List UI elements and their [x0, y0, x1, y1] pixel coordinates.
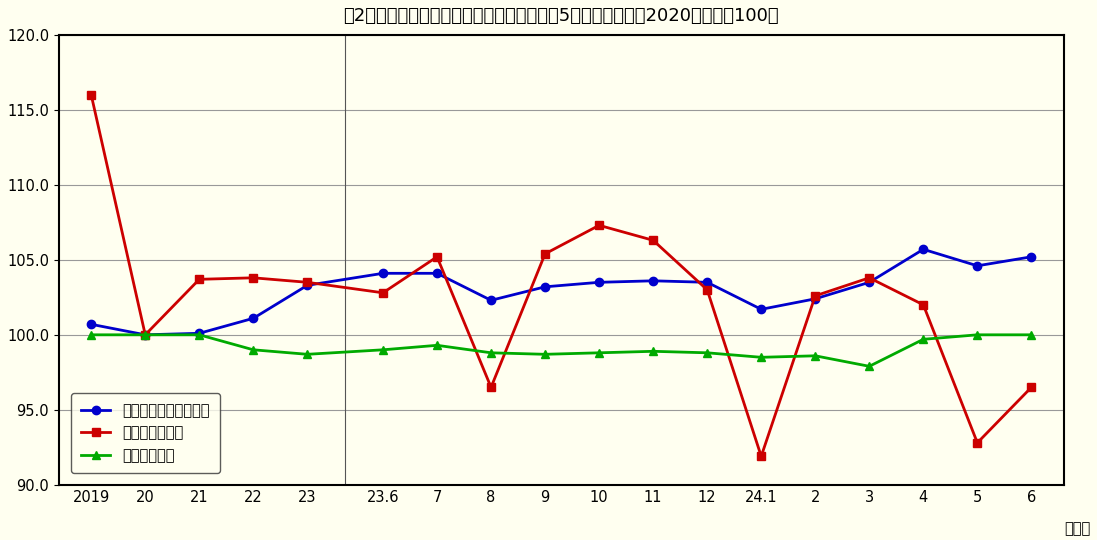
Text: （月）: （月） — [1064, 521, 1090, 536]
Legend: きまって支給する給与, 所定外労働時間, 常用雇用指数: きまって支給する給与, 所定外労働時間, 常用雇用指数 — [71, 393, 219, 473]
Title: 囲2　指数の推移（調査産業計、事業所規檁5人以上）　　（2020年平均＝100）: 囲2 指数の推移（調査産業計、事業所規檁5人以上） （2020年平均＝100） — [343, 7, 779, 25]
